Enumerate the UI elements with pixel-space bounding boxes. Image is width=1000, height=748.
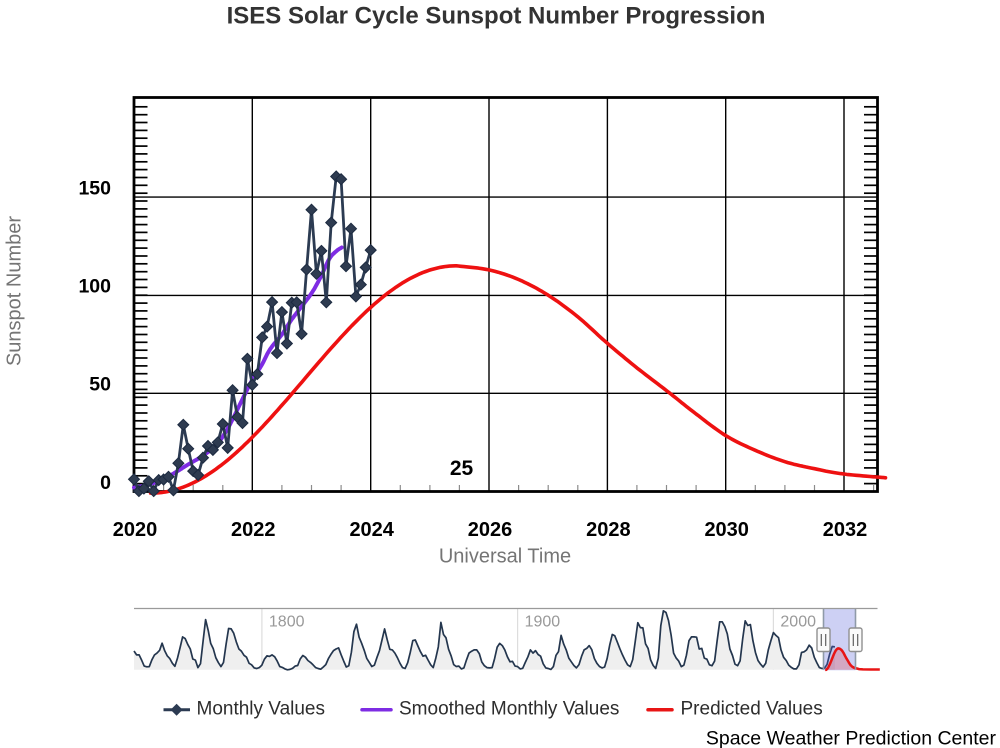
svg-text:2022: 2022: [231, 519, 276, 541]
svg-text:2000: 2000: [780, 614, 816, 631]
svg-text:1900: 1900: [525, 614, 561, 631]
svg-text:2024: 2024: [349, 519, 394, 541]
svg-text:Predicted Values: Predicted Values: [681, 699, 823, 720]
svg-text:2030: 2030: [704, 519, 749, 541]
svg-text:Universal Time: Universal Time: [439, 546, 571, 568]
svg-text:2032: 2032: [823, 519, 868, 541]
svg-text:Smoothed Monthly Values: Smoothed Monthly Values: [399, 699, 619, 720]
svg-text:100: 100: [78, 276, 111, 298]
svg-text:25: 25: [450, 457, 474, 480]
svg-text:Monthly Values: Monthly Values: [197, 699, 326, 720]
svg-text:50: 50: [89, 374, 111, 396]
svg-text:0: 0: [100, 472, 111, 494]
svg-text:2020: 2020: [113, 519, 158, 541]
svg-text:150: 150: [78, 177, 111, 199]
svg-text:1800: 1800: [269, 614, 305, 631]
svg-text:ISES Solar Cycle Sunspot Numbe: ISES Solar Cycle Sunspot Number Progress…: [227, 3, 766, 30]
svg-text:2026: 2026: [468, 519, 513, 541]
svg-text:Space Weather Prediction Cente: Space Weather Prediction Center: [706, 728, 997, 748]
svg-text:2028: 2028: [586, 519, 631, 541]
svg-text:Sunspot Number: Sunspot Number: [3, 216, 25, 366]
